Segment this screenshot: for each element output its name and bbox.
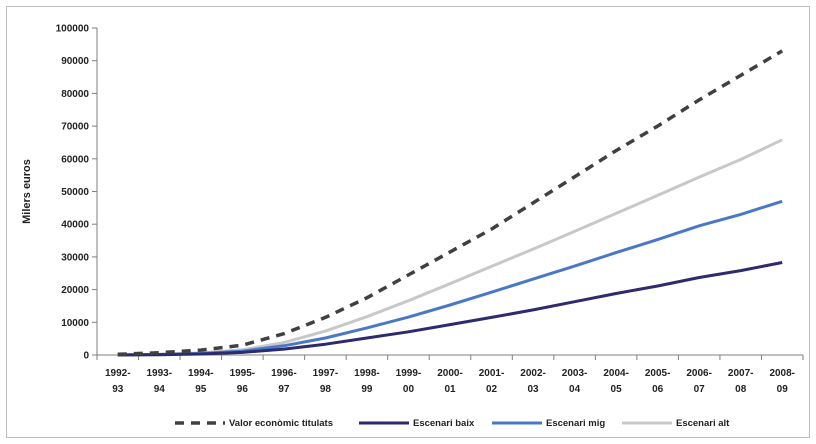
x-tick-label: 2006- (686, 368, 712, 379)
x-tick-label: 97 (278, 384, 290, 395)
x-tick-label: 1993- (147, 368, 173, 379)
x-tick-label: 04 (569, 384, 581, 395)
x-tick-label: 06 (652, 384, 664, 395)
x-tick-label: 1995- (230, 368, 256, 379)
y-tick-label: 40000 (61, 220, 89, 231)
x-tick-label: 1997- (313, 368, 339, 379)
y-axis-title-group: Milers euros (21, 159, 33, 224)
x-tick-label: 00 (403, 384, 415, 395)
series-line-1 (117, 261, 783, 357)
y-axis-title: Milers euros (21, 159, 33, 224)
y-tick-label: 60000 (61, 154, 89, 165)
legend-label-0: Valor econòmic titulats (229, 418, 333, 429)
series-line-3 (117, 138, 783, 357)
x-tick-label: 99 (361, 384, 373, 395)
x-tick-label: 2005- (645, 368, 671, 379)
y-tick-label: 10000 (61, 318, 89, 329)
y-tick-label: 20000 (61, 285, 89, 296)
x-tick-label: 98 (320, 384, 332, 395)
legend-label-2: Escenari mig (546, 418, 605, 429)
x-tick-label: 2003- (562, 368, 588, 379)
x-tick-label: 01 (444, 384, 456, 395)
y-tick-label: 100000 (56, 24, 90, 35)
x-tick-label: 2002- (520, 368, 546, 379)
x-tick-label: 1999- (396, 368, 422, 379)
axes (92, 27, 804, 360)
series-line-2 (117, 199, 783, 357)
x-tick-label: 2008- (769, 368, 795, 379)
x-tick-labels: 1992- 93 1993- 94 1994- 95 1995- 96 1996- 97 1997-… (105, 368, 795, 395)
y-tick-label: 80000 (61, 89, 89, 100)
x-tick-label: 08 (735, 384, 747, 395)
x-tick-label: 02 (486, 384, 498, 395)
y-tick-label: 30000 (61, 252, 89, 263)
y-tick-label: 50000 (61, 187, 89, 198)
chart-frame: Milers euros 0 10000 20000 30000 40000 50000 6… (6, 6, 810, 438)
x-tick-label: 2004- (603, 368, 629, 379)
x-tick-label: 1998- (354, 368, 380, 379)
x-tick-label: 09 (777, 384, 789, 395)
x-tick-label: 1992- (105, 368, 131, 379)
y-tick-label: 90000 (61, 56, 89, 67)
x-tick-label: 1996- (271, 368, 297, 379)
series-line-0 (117, 49, 784, 357)
x-tick-label: 95 (195, 384, 207, 395)
x-tick-label: 05 (611, 384, 623, 395)
series-lines (117, 49, 784, 357)
x-tick-label: 2001- (479, 368, 505, 379)
legend: Valor econòmic titulats Escenari baix Esce… (175, 418, 730, 429)
x-tick-label: 2000- (437, 368, 463, 379)
legend-label-3: Escenari alt (676, 418, 730, 429)
y-tick-label: 70000 (61, 122, 89, 133)
y-tick-label: 0 (83, 351, 89, 362)
x-tick-label: 94 (154, 384, 166, 395)
y-tick-labels: 0 10000 20000 30000 40000 50000 60000 70000 8000… (56, 24, 90, 362)
line-chart: Milers euros 0 10000 20000 30000 40000 50000 6… (21, 24, 804, 429)
x-tick-label: 1994- (188, 368, 214, 379)
x-tick-label: 96 (237, 384, 249, 395)
x-tick-label: 07 (694, 384, 706, 395)
x-tick-label: 03 (527, 384, 539, 395)
x-tick-label: 2007- (728, 368, 754, 379)
legend-label-1: Escenari baix (413, 418, 475, 429)
x-tick-label: 93 (112, 384, 124, 395)
